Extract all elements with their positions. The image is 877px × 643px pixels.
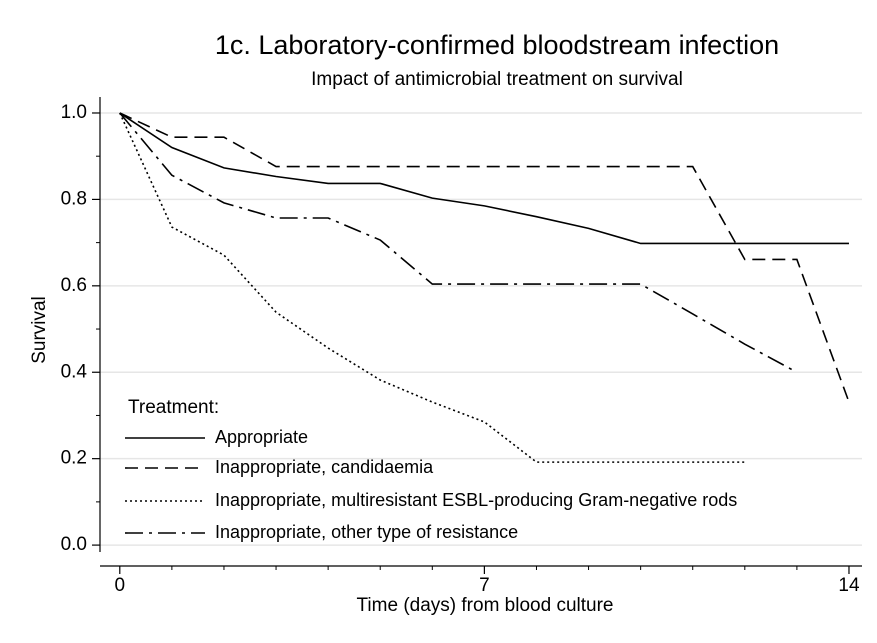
chart-subtitle: Impact of antimicrobial treatment on sur… <box>311 69 683 90</box>
x-tick-label: 14 <box>838 575 860 596</box>
legend-label: Appropriate <box>215 427 308 447</box>
y-tick-label: 0.6 <box>61 275 87 296</box>
chart-title: 1c. Laboratory-confirmed bloodstream inf… <box>215 30 779 60</box>
series-line <box>119 112 798 373</box>
y-tick-label: 0.0 <box>61 534 87 555</box>
legend-label: Inappropriate, multiresistant ESBL-produ… <box>215 490 737 510</box>
x-axis-label: Time (days) from blood culture <box>357 595 614 616</box>
y-tick-label: 0.2 <box>61 448 87 469</box>
series-line <box>119 112 850 403</box>
legend-title: Treatment: <box>128 397 219 418</box>
x-tick-label: 0 <box>115 575 126 596</box>
y-tick-label: 0.8 <box>61 188 87 209</box>
legend-label: Inappropriate, candidaemia <box>215 457 434 477</box>
legend-label: Inappropriate, other type of resistance <box>215 522 518 542</box>
y-axis-label: Survival <box>29 296 50 364</box>
series-line <box>119 112 849 245</box>
y-tick-label: 1.0 <box>61 102 87 123</box>
x-tick-label: 7 <box>479 575 490 596</box>
y-tick-label: 0.4 <box>61 361 88 382</box>
